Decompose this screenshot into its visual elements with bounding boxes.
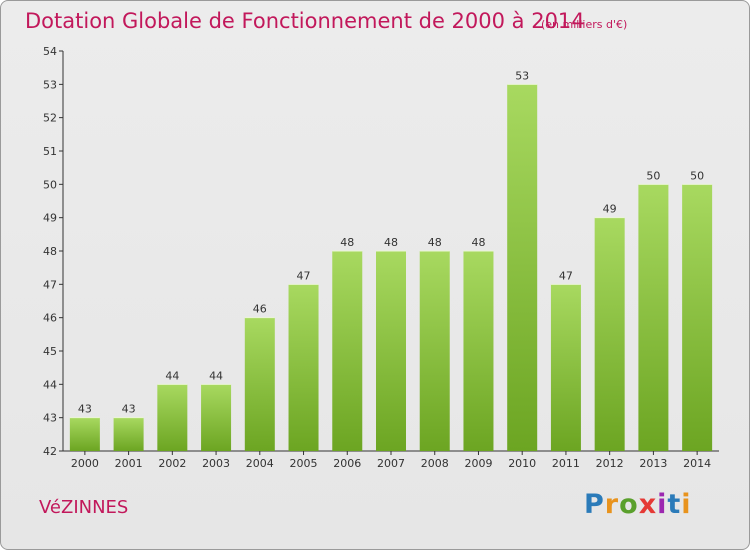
proxiti-logo: Proxiti xyxy=(584,489,692,520)
data-label: 44 xyxy=(165,369,179,382)
commune-name: VéZINNES xyxy=(39,497,129,518)
x-tick-label: 2014 xyxy=(683,457,711,470)
bar xyxy=(332,251,363,451)
data-label: 50 xyxy=(646,169,660,182)
bar xyxy=(69,417,100,451)
data-label: 43 xyxy=(122,403,136,416)
x-tick-label: 2009 xyxy=(464,457,492,470)
y-tick-label: 42 xyxy=(43,445,57,458)
bar xyxy=(419,251,450,451)
y-tick-label: 51 xyxy=(43,145,57,158)
bar xyxy=(376,251,406,451)
y-tick-label: 49 xyxy=(43,212,57,225)
x-tick-label: 2005 xyxy=(290,457,318,470)
y-tick-label: 48 xyxy=(43,245,57,258)
y-tick-label: 43 xyxy=(43,412,57,425)
x-tick-label: 2007 xyxy=(377,457,405,470)
bar xyxy=(594,217,625,451)
x-tick-label: 2002 xyxy=(158,457,186,470)
data-label: 48 xyxy=(384,236,398,249)
x-tick-label: 2010 xyxy=(508,457,536,470)
data-label: 50 xyxy=(690,169,704,182)
bar xyxy=(507,84,538,451)
data-label: 48 xyxy=(428,236,442,249)
x-tick-label: 2008 xyxy=(421,457,449,470)
bar xyxy=(113,417,144,451)
chart-title: Dotation Globale de Fonctionnement de 20… xyxy=(25,9,585,33)
data-label: 53 xyxy=(515,69,529,82)
y-tick-label: 47 xyxy=(43,278,57,291)
data-label: 48 xyxy=(471,236,485,249)
x-tick-label: 2003 xyxy=(202,457,230,470)
x-tick-label: 2004 xyxy=(246,457,274,470)
y-tick-label: 45 xyxy=(43,345,57,358)
y-tick-label: 54 xyxy=(43,45,57,58)
data-label: 46 xyxy=(253,303,267,316)
bar xyxy=(244,317,275,451)
data-label: 49 xyxy=(603,203,617,216)
chart-subtitle: (en milliers d'€) xyxy=(541,18,628,31)
y-tick-label: 53 xyxy=(43,78,57,91)
data-label: 48 xyxy=(340,236,354,249)
bar xyxy=(201,384,232,451)
x-tick-label: 2000 xyxy=(71,457,99,470)
x-tick-label: 2012 xyxy=(596,457,624,470)
data-label: 43 xyxy=(78,403,92,416)
data-label: 47 xyxy=(297,269,311,282)
x-tick-label: 2013 xyxy=(639,457,667,470)
y-tick-label: 52 xyxy=(43,112,57,125)
x-tick-label: 2011 xyxy=(552,457,580,470)
bar xyxy=(682,184,713,452)
data-label: 47 xyxy=(559,269,573,282)
bar xyxy=(288,284,319,451)
y-tick-label: 46 xyxy=(43,312,57,325)
bar xyxy=(638,184,669,452)
bar xyxy=(157,384,188,451)
y-tick-label: 50 xyxy=(43,178,57,191)
x-tick-label: 2001 xyxy=(115,457,143,470)
bar xyxy=(463,251,494,451)
bar xyxy=(550,284,581,451)
y-tick-label: 44 xyxy=(43,378,57,391)
data-label: 44 xyxy=(209,369,223,382)
x-tick-label: 2006 xyxy=(333,457,361,470)
